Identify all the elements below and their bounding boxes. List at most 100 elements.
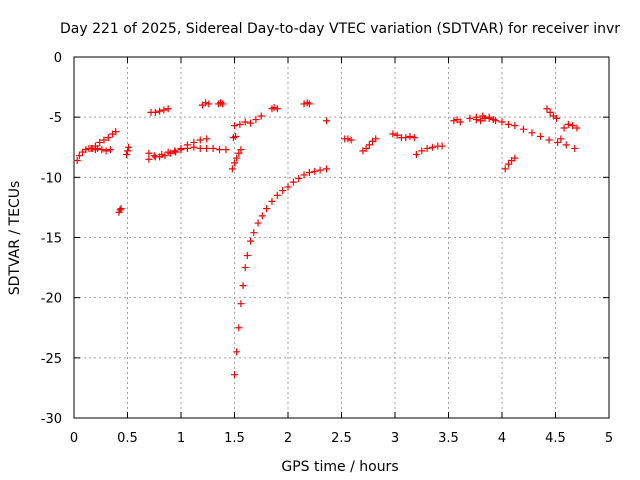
data-point — [317, 167, 324, 174]
data-point — [160, 106, 167, 113]
data-point — [237, 300, 244, 307]
data-point — [439, 143, 446, 150]
data-point — [290, 179, 297, 186]
data-point — [229, 165, 236, 172]
data-point — [233, 348, 240, 355]
data-point — [240, 282, 247, 289]
data-point — [571, 145, 578, 152]
data-point — [156, 108, 163, 115]
series-track-v — [413, 143, 446, 158]
x-tick-label: 2 — [284, 431, 292, 446]
data-point — [242, 264, 249, 271]
data-point — [348, 137, 355, 144]
data-point — [203, 145, 210, 152]
y-tick-label: 0 — [54, 51, 62, 66]
data-point — [197, 137, 204, 144]
y-tick-label: -15 — [41, 232, 62, 247]
data-point — [250, 229, 257, 236]
data-point — [103, 147, 110, 154]
data-point — [402, 134, 409, 141]
series-track-q — [301, 99, 313, 107]
data-point — [502, 165, 509, 172]
data-point — [554, 139, 561, 146]
data-point — [255, 220, 262, 227]
series-track-t — [359, 135, 379, 154]
data-point — [285, 183, 292, 190]
x-tick-label: 1.5 — [224, 431, 245, 446]
data-point — [165, 105, 172, 112]
y-tick-label: -10 — [41, 171, 62, 186]
series-track-b — [88, 128, 120, 152]
x-tick-label: 4 — [498, 431, 506, 446]
data-point — [268, 198, 275, 205]
data-point — [413, 151, 420, 158]
data-point — [520, 126, 527, 133]
x-tick-label: 3 — [391, 431, 399, 446]
series-track-l — [229, 146, 245, 172]
series-track-d — [115, 205, 124, 216]
data-point — [124, 147, 131, 154]
data-point — [231, 122, 238, 129]
series-track-p — [231, 165, 330, 378]
data-point — [263, 205, 270, 212]
x-tick-label: 4.5 — [545, 431, 566, 446]
x-tick-label: 1 — [177, 431, 185, 446]
x-tick-label: 0 — [70, 431, 78, 446]
data-point — [210, 145, 217, 152]
data-point — [222, 146, 229, 153]
data-point — [295, 175, 302, 182]
data-point — [366, 141, 373, 148]
data-point — [145, 156, 152, 163]
series-track-c — [94, 145, 114, 154]
data-point — [184, 145, 191, 152]
series-track-i — [148, 105, 172, 116]
data-point — [565, 121, 572, 128]
y-tick-label: -30 — [41, 412, 62, 427]
series-track-z — [502, 155, 519, 173]
series-track-k — [215, 99, 226, 107]
data-point — [563, 141, 570, 148]
data-point — [274, 192, 281, 199]
data-point — [216, 146, 223, 153]
data-point — [466, 115, 473, 122]
data-point — [505, 121, 512, 128]
data-point — [323, 117, 330, 124]
data-point — [190, 144, 197, 151]
x-tick-label: 5 — [605, 431, 613, 446]
data-point — [528, 129, 535, 136]
data-point — [205, 100, 212, 107]
series-track-u — [389, 131, 417, 142]
data-point — [546, 137, 553, 144]
data-point — [511, 122, 518, 129]
data-point — [505, 161, 512, 168]
grid-lines — [74, 57, 609, 418]
data-point — [235, 324, 242, 331]
data-point — [98, 146, 105, 153]
data-point — [547, 109, 554, 116]
data-point — [197, 145, 204, 152]
data-point — [323, 165, 330, 172]
data-point — [279, 187, 286, 194]
data-point — [561, 124, 568, 131]
data-point — [123, 151, 130, 158]
data-point — [543, 105, 550, 112]
y-tick-label: -5 — [49, 111, 62, 126]
data-point — [231, 371, 238, 378]
data-point — [258, 112, 265, 119]
data-point — [406, 133, 413, 140]
y-axis-label: SDTVAR / TECUs — [7, 181, 23, 296]
data-point — [107, 146, 114, 153]
series-track-e — [123, 144, 132, 158]
data-point — [247, 120, 254, 127]
series-track-o — [268, 104, 280, 112]
data-point — [429, 144, 436, 151]
series-track-aa — [543, 105, 560, 122]
data-point — [389, 131, 396, 138]
data-point — [259, 212, 266, 219]
data-point — [152, 109, 159, 116]
data-point — [203, 135, 210, 142]
data-points — [74, 99, 581, 378]
data-point — [244, 252, 251, 259]
data-point — [557, 135, 564, 142]
data-point — [311, 168, 318, 175]
